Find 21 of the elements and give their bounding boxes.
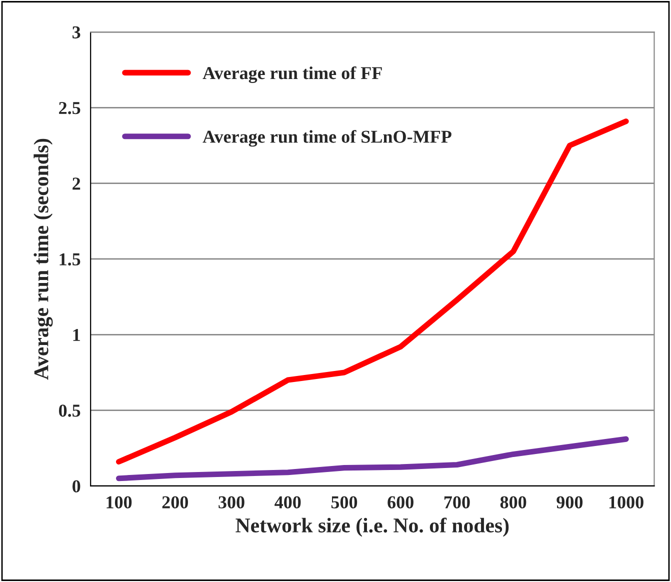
x-tick-label: 1000 (609, 496, 644, 508)
x-tick-label: 500 (331, 496, 358, 508)
x-tick-label: 600 (388, 496, 414, 508)
x-tick-label: 200 (162, 496, 188, 508)
x-tick-label: 900 (556, 496, 583, 508)
x-tick-label: 300 (218, 496, 244, 508)
y-axis-title: Average run time (seconds) (34, 138, 53, 380)
y-tick-label: 1 (73, 328, 80, 341)
x-axis-title: Network size (i.e. No. of nodes) (236, 518, 509, 537)
y-tick-label: 0.5 (58, 404, 80, 417)
y-tick-label: 1.5 (60, 253, 80, 266)
legend-label: Average run time of FF (202, 66, 382, 84)
y-tick-label: 0 (72, 480, 80, 492)
y-tick-label: 2 (72, 178, 80, 190)
x-tick-label: 800 (500, 496, 526, 508)
x-tick-label: 100 (106, 496, 132, 508)
y-tick-label: 2.5 (59, 102, 80, 114)
x-tick-label: 700 (444, 496, 470, 508)
y-tick-label: 3 (72, 26, 80, 38)
x-tick-label: 400 (274, 496, 301, 508)
legend-label: Average run time of SLnO-MFP (202, 130, 452, 147)
